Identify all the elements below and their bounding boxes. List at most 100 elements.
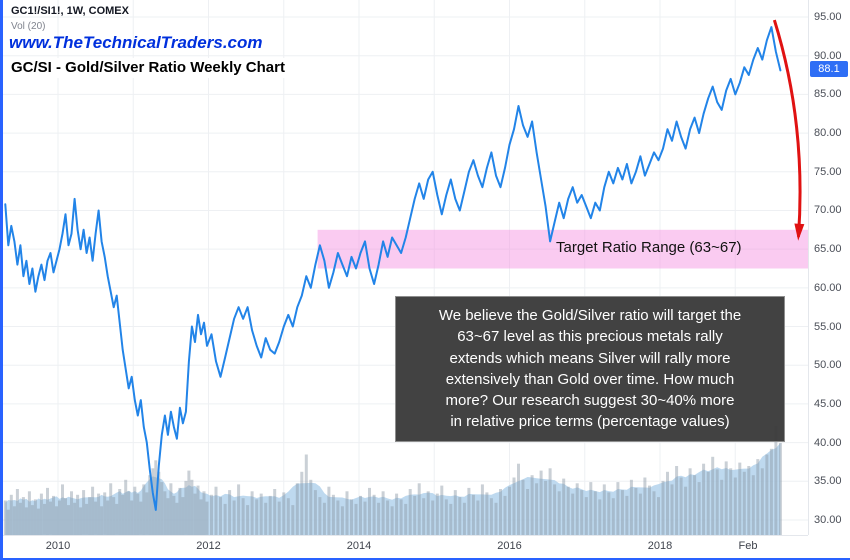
volume-bar [64,498,67,535]
volume-bar [580,490,584,535]
volume-bar [115,503,119,535]
price-tick-label: 70.00 [814,204,842,217]
volume-bar [404,503,408,535]
volume-bar [33,499,37,535]
volume-bar [12,506,16,535]
volume-bar [199,499,203,535]
volume-bar [58,500,61,535]
volume-bar [43,503,46,535]
volume-bar [350,499,353,535]
volume-area [5,443,781,535]
volume-bar [638,493,642,535]
volume-bar [765,454,769,535]
price-tick-label: 30.00 [814,514,842,526]
volume-bar [517,463,520,535]
volume-bar [219,497,222,535]
volume-bar [666,471,669,535]
volume-bar [112,497,116,535]
volume-bar [39,493,43,535]
volume-bar [67,505,70,535]
volume-bar [136,493,140,535]
volume-bar [444,499,448,535]
volume-bar [130,500,134,535]
price-tick-label: 85.00 [814,88,842,101]
volume-bar [172,495,176,535]
price-line [4,26,782,511]
volume-bar [52,495,55,535]
volume-bar [620,490,624,535]
volume-bar [377,502,381,535]
volume-bar [241,498,245,535]
volume-bar [178,487,182,535]
note-line: extends which means Silver will rally mo… [449,349,731,367]
time-tick-label: 2010 [45,540,71,552]
time-tick-label: 2016 [497,540,522,552]
volume-bar [300,471,304,535]
volume-bar [273,489,277,535]
volume-bar [145,492,149,535]
volume-bar [675,466,679,535]
volume-bar [720,479,724,535]
volume-bar [494,502,498,535]
volume-bar [548,468,552,535]
volume-bar [91,486,95,535]
volume-bar [327,486,331,535]
volume-bar [395,493,399,535]
volume-bar [85,503,89,535]
volume-bar [471,494,475,535]
volume-bar [286,498,290,535]
volume-bar [399,499,403,535]
price-tick-label: 80.00 [814,127,842,140]
volume-bar [363,501,367,535]
price-tick-label: 60.00 [814,281,842,294]
volume-bar [390,506,394,535]
volume-indicator-label: Vol (20) [11,21,46,32]
volume-bar [73,502,77,535]
price-axis[interactable]: 88.1 95.00 90.00 85.00 80.00 75.00 70.00 65.00… [808,0,850,535]
volume-bar [440,485,444,535]
price-tick-label: 75.00 [814,165,842,178]
volume-bar [187,470,191,535]
volume-bar [489,498,493,535]
volume-bar [27,491,31,535]
volume-bar [193,493,197,535]
volume-bar [778,443,782,535]
volume-bar [232,500,236,535]
volume-bar [526,489,530,535]
volume-bar [118,489,122,535]
price-tick-label: 35.00 [814,475,842,488]
volume-bar [661,480,665,535]
time-tick-label: Feb [738,540,758,552]
volume-bar [277,501,281,535]
volume-bar [593,491,597,535]
volume-bar [97,493,101,535]
volume-bar [652,491,656,535]
volume-bar [381,491,385,535]
chart-title: GC/SI - Gold/Silver Ratio Weekly Chart [9,58,290,78]
volume-bar [205,501,209,535]
volume-bar [431,500,435,535]
volume-bar [9,494,13,535]
note-line: 63~67 level as this precious metals rall… [457,328,723,346]
volume-bar [485,492,489,535]
volume-bar [711,456,715,535]
volume-bar [322,502,326,535]
volume-bar [657,497,660,535]
chart-canvas[interactable] [3,0,808,535]
time-tick-label: 2012 [196,540,221,552]
volume-bar [6,509,10,535]
volume-bar [184,480,188,535]
volume-bar [724,461,728,535]
time-axis[interactable]: 2010 2012 2014 2016 2018 Feb [3,535,808,558]
volume-bar [571,493,575,535]
price-tick-label: 40.00 [814,436,842,449]
volume-bar [223,503,227,535]
note-line: We believe the Gold/Silver ratio will ta… [438,307,742,324]
volume-bar [557,491,561,535]
target-arrow [772,19,802,237]
price-chart-plot[interactable]: Target Ratio Range (63~67) We believe th… [3,0,808,535]
volume-bar [30,505,34,535]
volume-bar [354,503,358,535]
volume-bar [435,493,439,535]
symbol-label: GC1!/SI1!, 1W, COMEX [11,5,129,17]
